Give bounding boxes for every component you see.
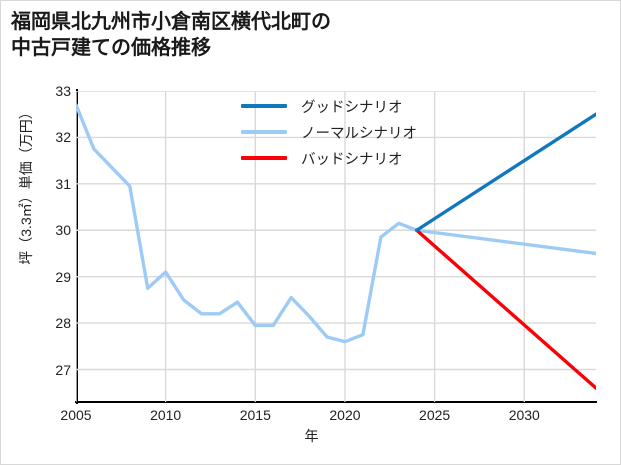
- legend-swatch: [241, 156, 287, 160]
- chart-legend: グッドシナリオ ノーマルシナリオ バッドシナリオ: [241, 93, 451, 171]
- y-tick-label: 31: [55, 175, 71, 192]
- plot-area: [76, 91, 596, 402]
- legend-item[interactable]: グッドシナリオ: [241, 93, 451, 119]
- x-tick-label: 2020: [329, 407, 361, 423]
- y-tick-label: 30: [55, 222, 71, 239]
- y-axis-label: 坪（3.3㎡）単価（万円）: [18, 105, 34, 265]
- y-axis-line: [76, 89, 78, 404]
- y-tick-label: 33: [55, 83, 71, 99]
- x-tick-label: 2015: [239, 407, 271, 423]
- legend-label: グッドシナリオ: [301, 99, 403, 116]
- y-axis-ticks: 27 28 29 30 31 32 33: [41, 1, 71, 464]
- y-tick-label: 32: [55, 129, 71, 146]
- x-axis-line: [75, 401, 597, 403]
- x-axis-label: 年: [304, 428, 319, 444]
- page-title: 福岡県北九州市小倉南区横代北町の 中古戸建ての価格推移: [11, 11, 331, 60]
- x-tick-label: 2010: [150, 407, 182, 423]
- x-tick-label: 2005: [60, 407, 92, 423]
- x-tick-label: 2030: [508, 407, 540, 423]
- chart-svg: [76, 91, 596, 402]
- y-tick-label: 27: [55, 361, 71, 378]
- series-line: [414, 228, 596, 390]
- data-series-group: [76, 103, 596, 390]
- y-tick-label: 29: [55, 268, 71, 285]
- legend-label: バッドシナリオ: [301, 151, 403, 168]
- legend-swatch: [241, 130, 287, 134]
- y-tick-label: 28: [55, 315, 71, 332]
- x-tick-label: 2025: [419, 407, 451, 423]
- legend-item[interactable]: ノーマルシナリオ: [241, 119, 451, 145]
- legend-item[interactable]: バッドシナリオ: [241, 145, 451, 171]
- series-line: [414, 112, 596, 232]
- legend-swatch: [241, 104, 287, 108]
- legend-label: ノーマルシナリオ: [301, 125, 417, 142]
- series-line: [76, 103, 596, 344]
